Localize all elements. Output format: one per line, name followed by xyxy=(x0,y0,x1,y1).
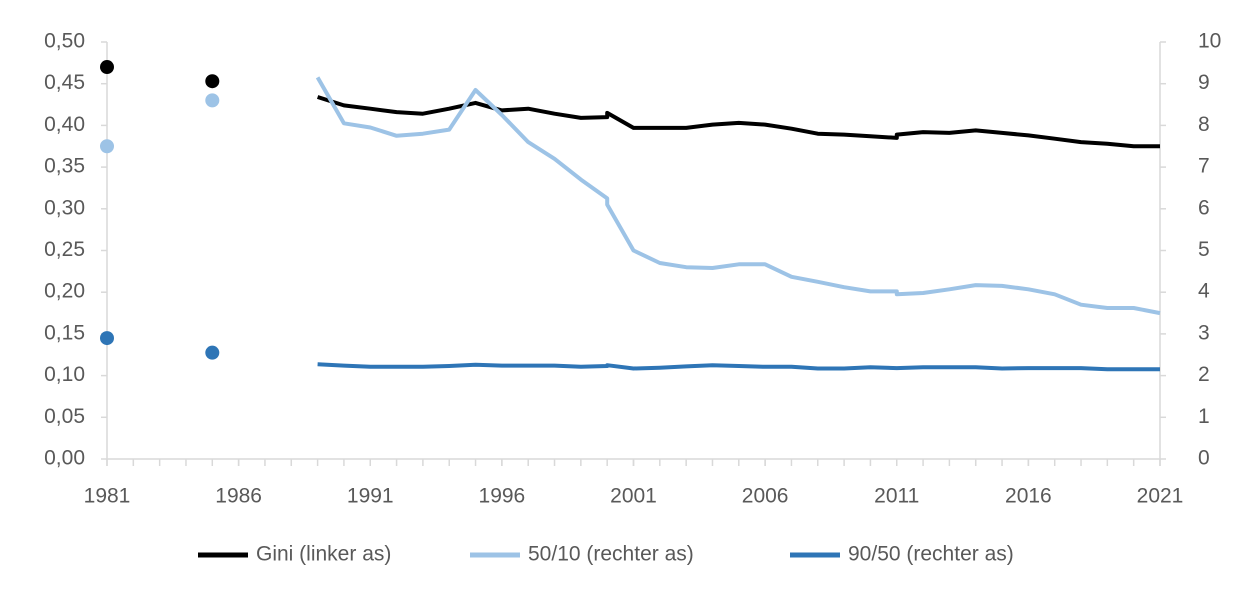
x-tick-label: 2001 xyxy=(610,485,657,508)
y-tick-label: 0,35 xyxy=(44,155,85,178)
y2-tick-label: 2 xyxy=(1198,363,1210,386)
x-tick-label: 1981 xyxy=(84,485,131,508)
y2-tick-label: 3 xyxy=(1198,321,1210,344)
y-tick-label: 0,50 xyxy=(44,30,85,53)
x-tick-label: 2011 xyxy=(874,485,919,508)
y2-tick-label: 8 xyxy=(1198,113,1210,136)
y-tick-label: 0,10 xyxy=(44,363,85,386)
y2-tick-label: 5 xyxy=(1198,238,1210,261)
legend-label: 90/50 (rechter as) xyxy=(848,543,1014,566)
y-tick-label: 0,25 xyxy=(44,238,85,261)
series-line xyxy=(317,362,1160,372)
series-line xyxy=(316,95,1160,149)
data-point xyxy=(205,93,220,108)
x-tick-label: 2021 xyxy=(1137,485,1184,508)
x-tick-label: 1986 xyxy=(215,485,262,508)
legend-label: 50/10 (rechter as) xyxy=(528,543,694,566)
legend-label: Gini (linker as) xyxy=(256,543,391,566)
data-point xyxy=(100,139,114,154)
y2-tick-label: 1 xyxy=(1198,405,1210,428)
y2-tick-label: 0 xyxy=(1198,447,1210,470)
x-tick-label: 2006 xyxy=(742,485,789,508)
series-line xyxy=(315,76,1161,316)
y-tick-label: 0,20 xyxy=(44,280,85,303)
data-point xyxy=(100,60,114,75)
y2-tick-label: 9 xyxy=(1198,71,1210,94)
y-tick-label: 0,40 xyxy=(44,113,85,136)
y2-tick-label: 4 xyxy=(1198,280,1210,303)
x-tick-label: 1991 xyxy=(347,485,394,508)
y-tick-label: 0,45 xyxy=(44,71,85,94)
y-tick-label: 0,00 xyxy=(44,447,85,470)
y2-tick-label: 10 xyxy=(1198,30,1221,53)
x-tick-label: 1996 xyxy=(479,485,526,508)
data-point xyxy=(205,74,220,89)
y2-tick-label: 7 xyxy=(1198,155,1210,178)
x-tick-label: 2016 xyxy=(1005,485,1052,508)
y-tick-label: 0,05 xyxy=(44,405,85,428)
y-tick-label: 0,30 xyxy=(44,196,85,219)
y-tick-label: 0,15 xyxy=(44,321,85,344)
y2-tick-label: 6 xyxy=(1198,196,1210,219)
data-point xyxy=(205,345,220,360)
data-point xyxy=(100,331,114,346)
